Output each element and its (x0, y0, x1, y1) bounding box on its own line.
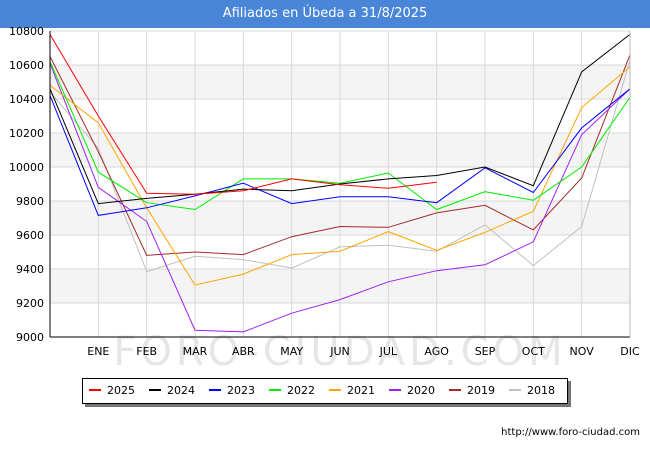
legend-item-2021: 2021 (329, 379, 375, 403)
legend-item-2024: 2024 (149, 379, 195, 403)
chart-title: Afiliados en Úbeda a 31/8/2025 (0, 0, 650, 28)
legend-item-2018: 2018 (509, 379, 555, 403)
x-tick-label: MAR (183, 345, 208, 358)
legend-item-2019: 2019 (449, 379, 495, 403)
series-line-2019 (49, 54, 631, 256)
legend: 2025 2024 2023 2022 2021 2020 2019 2018 (82, 378, 568, 404)
series-line-2024 (49, 34, 631, 205)
legend-swatch (89, 389, 101, 391)
legend-swatch (389, 389, 401, 391)
x-tick-labels: ENE FEB MAR ABR MAY JUN JUL AGO SEP OCT NOV DIC (87, 345, 640, 358)
legend-label: 2024 (167, 384, 195, 397)
series-line-2020 (49, 63, 631, 333)
x-tick-label: DIC (620, 345, 640, 358)
axes (49, 31, 631, 338)
legend-swatch (209, 389, 221, 391)
series-line-2022 (49, 61, 631, 211)
x-tick-label: ENE (87, 345, 109, 358)
legend-label: 2020 (407, 384, 435, 397)
legend-swatch (149, 389, 161, 391)
series-line-2018 (49, 59, 631, 273)
legend-item-2022: 2022 (269, 379, 315, 403)
y-tick-label: 9000 (16, 331, 44, 344)
x-tick-label: AGO (424, 345, 449, 358)
y-tick-label: 10000 (9, 161, 44, 174)
legend-label: 2022 (287, 384, 315, 397)
legend-label: 2023 (227, 384, 255, 397)
legend-item-2023: 2023 (209, 379, 255, 403)
source-url: http://www.foro-ciudad.com (501, 427, 640, 438)
legend-label: 2025 (107, 384, 135, 397)
y-tick-label: 9800 (16, 195, 44, 208)
x-tick-label: FEB (136, 345, 157, 358)
y-tick-label: 10400 (9, 93, 44, 106)
series-line-2023 (49, 88, 631, 216)
y-tick-label: 9400 (16, 263, 44, 276)
y-tick-label: 9600 (16, 229, 44, 242)
legend-swatch (449, 389, 461, 391)
legend-label: 2021 (347, 384, 375, 397)
y-tick-label: 10600 (9, 59, 44, 72)
legend-swatch (509, 389, 521, 391)
x-tick-label: SEP (475, 345, 496, 358)
y-tick-labels: 9000 9200 9400 9600 9800 10000 10200 10400 10600… (9, 25, 44, 344)
y-tick-label: 9200 (16, 297, 44, 310)
y-tick-label: 10800 (9, 25, 44, 38)
x-tick-label: ABR (232, 345, 255, 358)
x-tick-label: OCT (522, 345, 545, 358)
legend-swatch (329, 389, 341, 391)
legend-item-2025: 2025 (89, 379, 135, 403)
series-lines (49, 34, 631, 333)
x-tick-label: JUN (329, 345, 350, 358)
series-line-2025 (49, 34, 437, 195)
y-tick-label: 10200 (9, 127, 44, 140)
legend-label: 2018 (527, 384, 555, 397)
x-tick-label: JUL (379, 345, 398, 358)
legend-swatch (269, 389, 281, 391)
x-tick-label: MAY (280, 345, 303, 358)
legend-item-2020: 2020 (389, 379, 435, 403)
x-tick-label: NOV (570, 345, 595, 358)
legend-label: 2019 (467, 384, 495, 397)
